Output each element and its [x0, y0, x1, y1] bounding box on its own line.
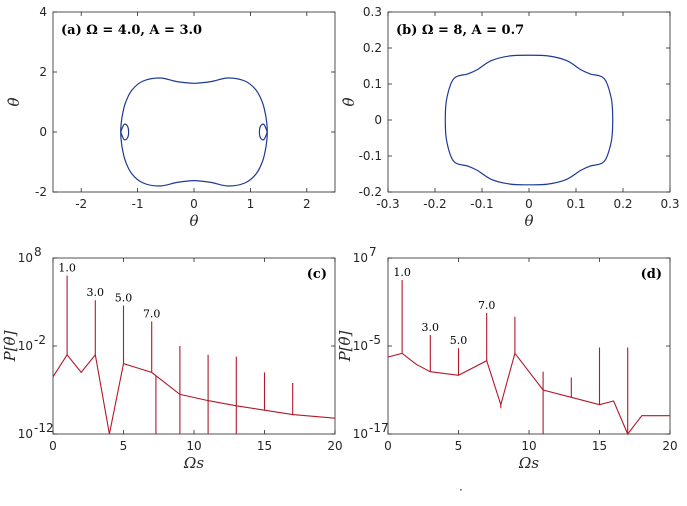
- x-tick-label: 0: [190, 197, 198, 211]
- x-tick-label: 20: [662, 439, 677, 453]
- peak-label: 1.0: [393, 266, 411, 279]
- stray-dot: ·: [459, 483, 463, 497]
- y-tick-label: 10: [353, 339, 368, 353]
- peak-label: 3.0: [422, 321, 440, 334]
- y-tick-label: 0.3: [363, 5, 382, 19]
- x-tick-label: -0.3: [376, 197, 399, 211]
- y-axis-label: P[θ̇]: [336, 330, 354, 362]
- phase-trajectory-0: [444, 54, 614, 186]
- x-tick-label: 2: [303, 197, 311, 211]
- axes-box: [387, 11, 671, 193]
- x-tick-label: 0.2: [613, 197, 632, 211]
- axes-box: [52, 11, 336, 193]
- x-tick-label: 0: [49, 439, 57, 453]
- phase-trajectory-2: [120, 123, 130, 141]
- y-tick-label: -2: [35, 185, 47, 199]
- x-tick-label: -0.2: [423, 197, 446, 211]
- x-tick-label: 20: [327, 439, 342, 453]
- y-tick-label: 10: [18, 427, 33, 441]
- y-tick-label: 4: [39, 5, 47, 19]
- y-axis-label: θ̇: [340, 97, 358, 106]
- x-tick-label: -0.1: [470, 197, 493, 211]
- x-tick-label: 15: [257, 439, 272, 453]
- y-tick-label: 10: [353, 427, 368, 441]
- x-tick-label: 1: [247, 197, 255, 211]
- y-tick-exponent: -2: [34, 333, 46, 347]
- x-tick-label: 5: [120, 439, 128, 453]
- phase-trajectory-1: [258, 123, 268, 141]
- x-tick-label: -2: [75, 197, 87, 211]
- x-tick-label: 0.3: [660, 197, 679, 211]
- x-axis-label: Ωs: [518, 454, 539, 472]
- x-axis-label: Ωs: [183, 454, 204, 472]
- y-axis-label: P[θ̇]: [1, 330, 19, 362]
- x-tick-label: 0: [525, 197, 533, 211]
- x-tick-label: 10: [521, 439, 536, 453]
- peak-label: 5.0: [115, 292, 133, 305]
- x-tick-label: -1: [132, 197, 144, 211]
- peak-label: 5.0: [450, 334, 468, 347]
- panel-label: (a) Ω = 4.0, A = 3.0: [61, 23, 202, 38]
- y-tick-label: 0.1: [363, 77, 382, 91]
- panel-label: (c): [307, 267, 327, 282]
- y-tick-exponent: 7: [369, 245, 377, 259]
- x-tick-label: 15: [592, 439, 607, 453]
- y-tick-label: 0: [374, 113, 382, 127]
- panel-a: -2 -1 0 1 2 -2 0 2 4 θ θ̇ (a) Ω = 4.0, A = 3.0: [5, 5, 336, 230]
- panel-label: (b) Ω = 8, A = 0.7: [396, 23, 524, 38]
- y-tick-label: 0: [39, 125, 47, 139]
- phase-trajectory-0: [120, 77, 268, 187]
- x-tick-label: 5: [455, 439, 463, 453]
- y-tick-label: 2: [39, 65, 47, 79]
- y-axis-label: θ̇: [5, 97, 23, 106]
- x-axis-label: θ: [189, 212, 198, 230]
- y-tick-exponent: -17: [369, 421, 389, 435]
- spectrum-baseline: [52, 353, 336, 435]
- x-tick-label: 0.1: [566, 197, 585, 211]
- y-tick-exponent: -12: [34, 421, 54, 435]
- y-tick-label: 10: [353, 251, 368, 265]
- y-tick-label: 0.2: [363, 41, 382, 55]
- y-tick-label: -0.2: [359, 185, 382, 199]
- peak-label: 7.0: [478, 299, 496, 312]
- y-tick-exponent: 8: [34, 245, 42, 259]
- y-tick-label: -0.1: [359, 149, 382, 163]
- panel-label: (d): [641, 267, 662, 282]
- panel-b: -0.3 -0.2 -0.1 0 0.1 0.2 0.3-0.2-0.100.10.20.3…: [340, 5, 680, 230]
- y-tick-label: 10: [18, 339, 33, 353]
- x-tick-label: 0: [384, 439, 392, 453]
- x-tick-label: 10: [186, 439, 201, 453]
- peak-label: 3.0: [87, 286, 105, 299]
- x-axis-label: θ: [524, 212, 533, 230]
- peak-label: 1.0: [58, 262, 76, 275]
- y-tick-exponent: -5: [369, 333, 381, 347]
- y-tick-label: 10: [18, 251, 33, 265]
- peak-label: 7.0: [143, 307, 161, 320]
